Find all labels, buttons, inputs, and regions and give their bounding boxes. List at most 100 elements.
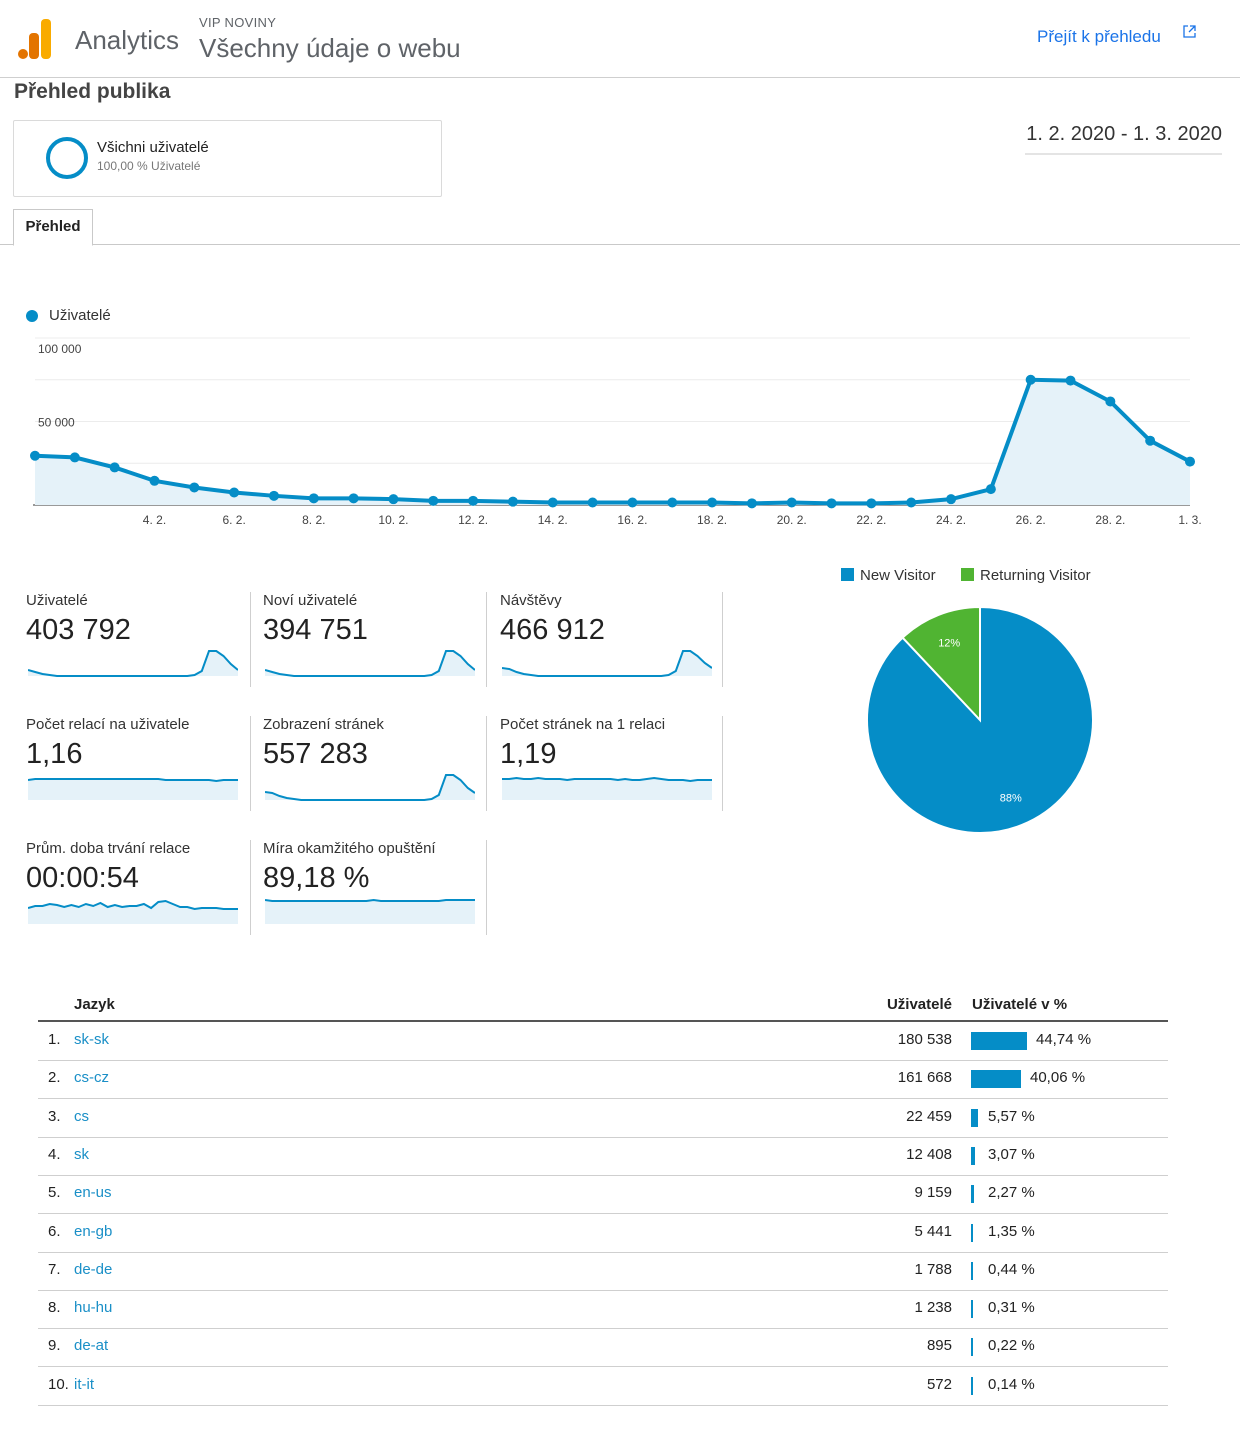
- metric-card[interactable]: Noví uživatelé 394 751: [263, 592, 488, 687]
- series-area: [35, 379, 1190, 505]
- account-name[interactable]: VIP NOVINY: [199, 15, 277, 30]
- data-point[interactable]: [30, 450, 40, 461]
- metric-divider: [250, 840, 251, 935]
- data-point[interactable]: [109, 462, 120, 473]
- col-header-users[interactable]: Uživatelé: [886, 996, 952, 1013]
- data-point[interactable]: [587, 497, 598, 508]
- chart-legend-label[interactable]: Uživatelé: [49, 307, 111, 324]
- sparkline-area: [28, 901, 238, 924]
- table-row: 8. hu-hu 1 238 0,31 %: [38, 1290, 1168, 1330]
- data-point[interactable]: [627, 497, 638, 508]
- data-point[interactable]: [268, 490, 279, 501]
- visitor-type-pie-chart[interactable]: 88% 12%: [860, 600, 1100, 840]
- pie-slice[interactable]: [901, 605, 981, 723]
- row-index: 8.: [48, 1299, 61, 1317]
- data-point[interactable]: [826, 498, 837, 509]
- legend-swatch: [841, 568, 854, 581]
- percentage-bar: [971, 1108, 978, 1127]
- x-tick-label: 24. 2.: [936, 513, 966, 527]
- metric-card[interactable]: Uživatelé 403 792: [26, 592, 251, 687]
- data-point[interactable]: [906, 497, 917, 508]
- percentage-value: 1,35 %: [988, 1222, 1035, 1240]
- col-header-users-pct[interactable]: Uživatelé v %: [972, 996, 1068, 1013]
- data-point[interactable]: [348, 493, 359, 504]
- date-range-picker[interactable]: 1. 2. 2020 - 1. 3. 2020: [1025, 123, 1222, 155]
- percentage-value: 3,07 %: [988, 1145, 1035, 1163]
- percentage-bar: [971, 1376, 973, 1395]
- language-link[interactable]: en-gb: [74, 1222, 113, 1240]
- data-point[interactable]: [507, 496, 518, 507]
- metric-card[interactable]: Počet stránek na 1 relaci 1,19: [500, 716, 725, 811]
- data-point[interactable]: [69, 452, 80, 463]
- x-tick-label: 18. 2.: [697, 513, 727, 527]
- metric-card[interactable]: Návštěvy 466 912: [500, 592, 725, 687]
- metric-divider: [250, 592, 251, 687]
- language-link[interactable]: de-de: [74, 1260, 113, 1278]
- data-point[interactable]: [985, 484, 996, 495]
- legend-label-returning: Returning Visitor: [980, 567, 1091, 584]
- data-point[interactable]: [229, 487, 240, 498]
- metric-divider: [486, 592, 487, 687]
- data-point[interactable]: [746, 498, 757, 509]
- data-point[interactable]: [547, 497, 558, 508]
- users-value: 1 788: [914, 1260, 952, 1278]
- metric-card[interactable]: Zobrazení stránek 557 283: [263, 716, 488, 811]
- language-link[interactable]: cs-cz: [74, 1069, 109, 1087]
- data-point[interactable]: [1185, 456, 1195, 467]
- data-point[interactable]: [866, 498, 877, 509]
- segment-name: Všichni uživatelé: [97, 139, 209, 156]
- x-tick-label: 12. 2.: [458, 513, 488, 527]
- y-tick-label: 50 000: [38, 416, 75, 430]
- analytics-logo-icon[interactable]: [18, 19, 52, 59]
- data-point[interactable]: [428, 495, 439, 506]
- data-point[interactable]: [1145, 435, 1156, 446]
- external-link-icon[interactable]: [1183, 25, 1196, 38]
- language-link[interactable]: hu-hu: [74, 1299, 113, 1317]
- goto-overview-link[interactable]: Přejít k přehledu: [1037, 27, 1161, 46]
- metric-label: Zobrazení stránek: [263, 716, 384, 733]
- data-point[interactable]: [707, 497, 718, 508]
- metric-sparkline: [28, 650, 238, 677]
- page-title: Přehled publika: [14, 80, 171, 103]
- language-link[interactable]: sk: [74, 1145, 89, 1163]
- users-line-chart[interactable]: 100 000 50 000 4. 2. 6. 2. 8. 2. 10. 2. 12. 2.…: [0, 330, 1240, 530]
- sparkline-line: [28, 650, 238, 677]
- data-point[interactable]: [308, 493, 319, 504]
- data-point[interactable]: [189, 482, 200, 493]
- data-point[interactable]: [946, 494, 957, 505]
- language-link[interactable]: it-it: [74, 1375, 94, 1393]
- sparkline-line: [28, 778, 238, 783]
- app-name: Analytics: [75, 25, 180, 55]
- data-point[interactable]: [1105, 396, 1116, 407]
- metric-label: Míra okamžitého opuštění: [263, 840, 436, 857]
- data-point[interactable]: [786, 497, 797, 508]
- sparkline-line: [265, 650, 475, 677]
- x-tick-label: 28. 2.: [1095, 513, 1125, 527]
- percentage-value: 5,57 %: [988, 1107, 1035, 1125]
- x-tick-label: 14. 2.: [538, 513, 568, 527]
- data-point[interactable]: [388, 494, 399, 505]
- segment-card[interactable]: Všichni uživatelé 100,00 % Uživatelé: [13, 120, 442, 197]
- data-point[interactable]: [468, 495, 479, 506]
- data-point[interactable]: [667, 497, 678, 508]
- table-row: 9. de-at 895 0,22 %: [38, 1328, 1168, 1368]
- x-tick-label: 8. 2.: [302, 513, 325, 527]
- metric-card[interactable]: Prům. doba trvání relace 00:00:54: [26, 840, 251, 935]
- view-selector[interactable]: Všechny údaje o webu: [199, 33, 461, 63]
- language-link[interactable]: cs: [74, 1107, 89, 1125]
- metric-sparkline: [265, 650, 475, 677]
- tab-overview[interactable]: Přehled: [13, 209, 93, 246]
- language-link[interactable]: de-at: [74, 1337, 109, 1355]
- table-row: 7. de-de 1 788 0,44 %: [38, 1252, 1168, 1291]
- metric-card[interactable]: Míra okamžitého opuštění 89,18 %: [263, 840, 488, 935]
- language-link[interactable]: sk-sk: [74, 1031, 109, 1048]
- pie-legend-new[interactable]: New Visitor: [841, 567, 936, 584]
- data-point[interactable]: [149, 475, 160, 486]
- metric-card[interactable]: Počet relací na uživatele 1,16: [26, 716, 251, 811]
- pie-legend-returning[interactable]: Returning Visitor: [961, 567, 1091, 584]
- data-point[interactable]: [1025, 374, 1036, 385]
- data-point[interactable]: [1065, 375, 1076, 386]
- sparkline-area: [265, 651, 475, 676]
- language-link[interactable]: en-us: [74, 1184, 112, 1202]
- col-header-language[interactable]: Jazyk: [74, 996, 115, 1013]
